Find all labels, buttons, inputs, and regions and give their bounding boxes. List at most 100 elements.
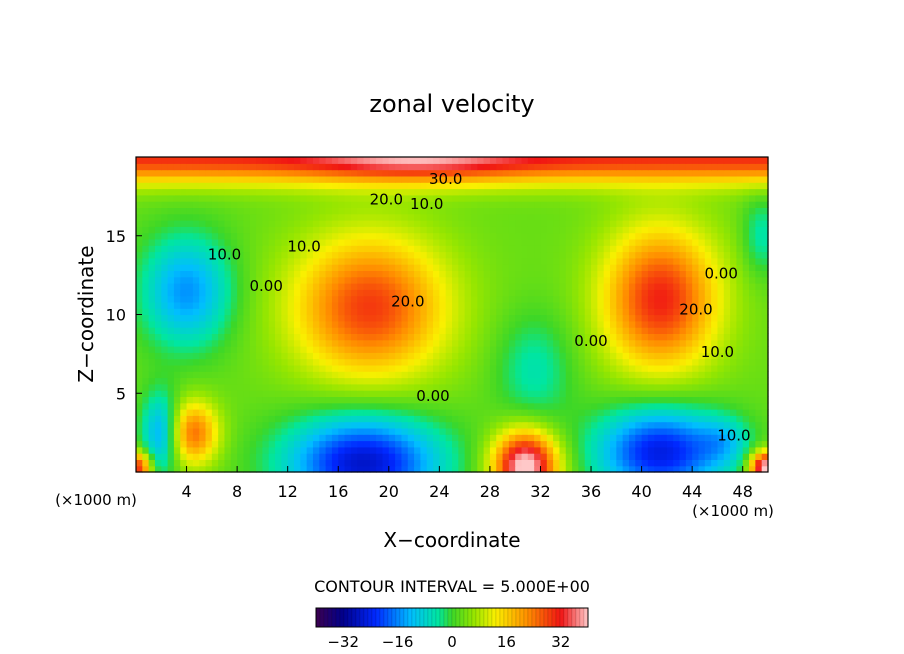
heatmap-cell <box>382 383 390 391</box>
heatmap-cell <box>673 157 681 164</box>
heatmap-cell <box>439 427 447 435</box>
heatmap-cell <box>357 364 365 372</box>
heatmap-cell <box>363 390 371 397</box>
heatmap-cell <box>527 339 535 347</box>
heatmap-cell <box>628 383 636 391</box>
heatmap-cell <box>186 434 194 442</box>
heatmap-cell <box>679 364 687 372</box>
heatmap-cell <box>711 163 719 171</box>
heatmap-cell <box>603 169 611 177</box>
heatmap-cell <box>597 251 605 259</box>
heatmap-cell <box>388 333 396 341</box>
heatmap-cell <box>350 364 358 372</box>
heatmap-cell <box>300 402 308 410</box>
heatmap-cell <box>363 327 371 334</box>
heatmap-cell <box>761 396 769 404</box>
heatmap-cell <box>755 377 763 385</box>
heatmap-cell <box>167 390 175 397</box>
heatmap-cell <box>546 390 554 397</box>
heatmap-cell <box>357 238 365 246</box>
heatmap-cell <box>527 383 535 391</box>
heatmap-cell <box>597 264 605 271</box>
heatmap-cell <box>749 377 756 385</box>
heatmap-cell <box>559 352 567 360</box>
heatmap-cell <box>445 201 453 208</box>
heatmap-cell <box>527 182 535 190</box>
heatmap-cell <box>483 371 491 379</box>
heatmap-cell <box>186 465 194 473</box>
heatmap-cell <box>717 251 725 259</box>
heatmap-cell <box>306 339 314 347</box>
heatmap-cell <box>546 465 554 473</box>
heatmap-cell <box>572 232 579 240</box>
heatmap-cell <box>186 364 194 372</box>
heatmap-cell <box>186 396 194 404</box>
heatmap-cell <box>452 390 459 397</box>
heatmap-cell <box>275 421 282 429</box>
heatmap-cell <box>275 188 282 196</box>
heatmap-cell <box>173 289 181 297</box>
heatmap-cell <box>230 320 238 328</box>
heatmap-cell <box>742 245 750 253</box>
heatmap-cell <box>527 453 535 460</box>
heatmap-cell <box>173 421 181 429</box>
heatmap-cell <box>331 339 339 347</box>
heatmap-cell <box>281 264 289 271</box>
heatmap-cell <box>294 459 301 467</box>
heatmap-cell <box>357 194 365 202</box>
heatmap-cell <box>369 220 377 227</box>
heatmap-cell <box>723 390 731 397</box>
heatmap-cell <box>319 383 327 391</box>
heatmap-cell <box>407 169 415 177</box>
heatmap-cell <box>610 169 617 177</box>
heatmap-cell <box>154 238 162 246</box>
heatmap-cell <box>698 339 706 347</box>
heatmap-cell <box>186 308 194 316</box>
heatmap-cell <box>199 163 207 171</box>
heatmap-cell <box>420 402 428 410</box>
heatmap-cell <box>666 157 674 164</box>
heatmap-cell <box>559 446 567 454</box>
heatmap-cell <box>464 213 472 221</box>
heatmap-cell <box>704 421 712 429</box>
heatmap-cell <box>641 194 649 202</box>
heatmap-cell <box>294 434 301 442</box>
heatmap-cell <box>578 157 586 164</box>
heatmap-cell <box>237 295 245 303</box>
heatmap-cell <box>603 182 611 190</box>
heatmap-field <box>136 157 769 473</box>
heatmap-cell <box>433 434 440 442</box>
heatmap-cell <box>376 289 384 297</box>
heatmap-cell <box>730 232 737 240</box>
heatmap-cell <box>717 390 725 397</box>
heatmap-cell <box>685 188 693 196</box>
heatmap-cell <box>628 427 636 435</box>
heatmap-cell <box>730 371 737 379</box>
heatmap-cell <box>452 220 459 227</box>
heatmap-cell <box>698 245 706 253</box>
heatmap-cell <box>420 232 428 240</box>
heatmap-cell <box>704 270 712 278</box>
heatmap-cell <box>464 364 472 372</box>
heatmap-cell <box>382 396 390 404</box>
heatmap-cell <box>186 194 194 202</box>
heatmap-cell <box>186 188 194 196</box>
heatmap-cell <box>704 232 712 240</box>
heatmap-cell <box>445 182 453 190</box>
heatmap-cell <box>142 333 150 341</box>
heatmap-cell <box>224 427 232 435</box>
heatmap-cell <box>704 175 712 183</box>
heatmap-cell <box>742 453 750 460</box>
heatmap-cell <box>458 320 466 328</box>
heatmap-cell <box>262 358 270 366</box>
heatmap-cell <box>294 264 301 271</box>
heatmap-cell <box>597 358 605 366</box>
heatmap-cell <box>679 371 687 379</box>
heatmap-cell <box>199 308 207 316</box>
heatmap-cell <box>534 390 542 397</box>
heatmap-cell <box>508 383 516 391</box>
heatmap-cell <box>610 421 617 429</box>
heatmap-cell <box>142 346 150 353</box>
heatmap-cell <box>508 346 516 353</box>
heatmap-cell <box>679 220 687 227</box>
